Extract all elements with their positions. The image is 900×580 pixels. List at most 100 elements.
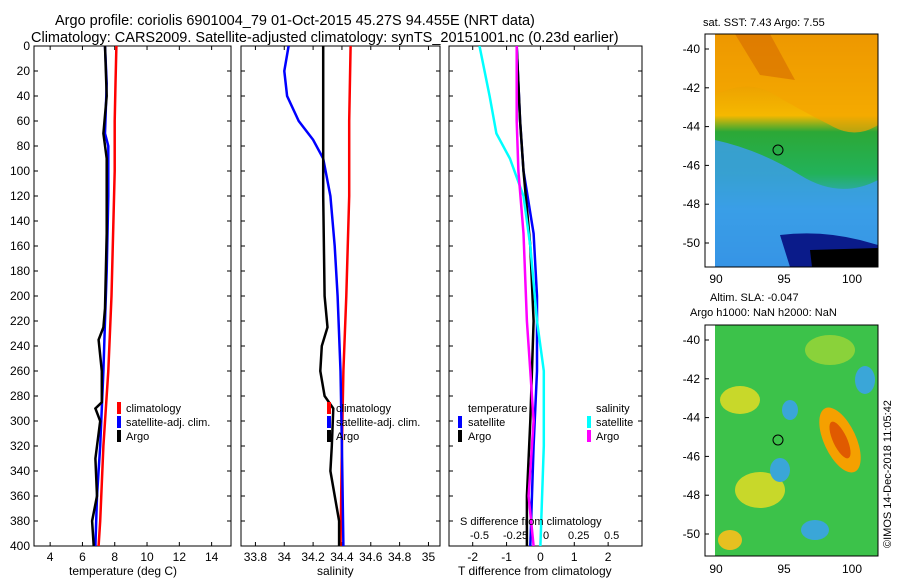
x-tick-label: 12	[173, 550, 187, 564]
depth-tick-label: 360	[10, 489, 30, 503]
legend-swatch-sat	[117, 416, 121, 428]
x-tick-label: 34.6	[359, 550, 383, 564]
depth-tick-label: 220	[10, 314, 30, 328]
map-lon-label: 95	[777, 562, 791, 576]
s-tick-label: 0	[543, 530, 549, 542]
legend-swatch-s-argo	[587, 430, 591, 442]
depth-tick-label: 100	[10, 164, 30, 178]
legend-s-sat: satellite	[596, 417, 633, 429]
argo-location-marker-sla	[772, 434, 784, 446]
sla-map-title1: Altim. SLA: -0.047	[710, 292, 799, 304]
depth-tick-label: 380	[10, 514, 30, 528]
map-lat-label: -48	[683, 197, 701, 211]
map-lat-label: -44	[683, 411, 701, 425]
legend-swatch-clim-s	[327, 402, 331, 414]
depth-tick-label: 80	[17, 139, 31, 153]
map-lat-label: -44	[683, 120, 701, 134]
depth-tick-label: 320	[10, 439, 30, 453]
temperature-legend: climatology satellite-adj. clim. Argo	[117, 402, 210, 443]
depth-tick-label: 160	[10, 239, 30, 253]
x-tick-label: 2	[605, 550, 612, 564]
depth-tick-label: 240	[10, 339, 30, 353]
x-tick-label: 6	[79, 550, 86, 564]
s-difference-label: S difference from climatology	[460, 516, 602, 528]
depth-tick-label: 400	[10, 539, 30, 553]
map-lon-label: 90	[709, 562, 723, 576]
map-lat-label: -42	[683, 81, 701, 95]
temperature-panel	[33, 45, 232, 547]
legend-swatch-clim	[117, 402, 121, 414]
temperature-xlabel: temperature (deg C)	[69, 564, 177, 578]
map-lat-label: -40	[683, 333, 701, 347]
legend-clim-s: climatology	[336, 403, 392, 415]
x-tick-label: 4	[47, 550, 54, 564]
x-tick-label: 34	[278, 550, 292, 564]
legend-clim: climatology	[126, 403, 182, 415]
depth-tick-label: 200	[10, 289, 30, 303]
sst-map-title: sat. SST: 7.43 Argo: 7.55	[703, 17, 825, 29]
legend-swatch-argo-s	[327, 430, 331, 442]
legend-swatch-sat-s	[327, 416, 331, 428]
s-tick-label: 0.5	[604, 530, 619, 542]
difference-xlabel: T difference from climatology	[458, 564, 612, 578]
sla-map-frame	[704, 324, 879, 557]
title-line2: Climatology: CARS2009. Satellite-adjuste…	[31, 30, 619, 46]
s-difference-ticks: -0.5 -0.25 0 0.25 0.5	[470, 530, 619, 542]
x-tick-label: 34.2	[301, 550, 325, 564]
legend-swatch-t-sat	[458, 416, 462, 428]
legend-sat-s: satellite-adj. clim.	[336, 417, 420, 429]
s-tick-label: 0.25	[568, 530, 589, 542]
x-tick-label: 34.4	[330, 550, 354, 564]
x-tick-label: 34.8	[388, 550, 412, 564]
series-line-t-argo	[515, 46, 535, 546]
depth-tick-label: 20	[17, 64, 31, 78]
series-line-climatology	[97, 46, 118, 546]
map-lat-label: -42	[683, 372, 701, 386]
s-tick-label: -0.25	[503, 530, 528, 542]
map-lon-label: 90	[709, 272, 723, 286]
legend-swatch-argo	[117, 430, 121, 442]
series-line-argo	[90, 46, 108, 546]
series-line-satellite-adj-clim-	[283, 46, 345, 546]
legend-swatch-s-sat	[587, 416, 591, 428]
map-lon-label: 100	[842, 562, 862, 576]
depth-tick-label: 180	[10, 264, 30, 278]
map-lat-label: -46	[683, 158, 701, 172]
x-tick-label: -2	[467, 550, 478, 564]
x-tick-label: 35	[422, 550, 436, 564]
x-tick-label: 8	[111, 550, 118, 564]
x-tick-label: 1	[571, 550, 578, 564]
legend-sat: satellite-adj. clim.	[126, 417, 210, 429]
depth-tick-label: 260	[10, 364, 30, 378]
legend-t-sat: satellite	[468, 417, 505, 429]
map-lat-label: -50	[683, 236, 701, 250]
argo-location-marker	[772, 144, 784, 156]
map-lon-label: 100	[842, 272, 862, 286]
legend-t-argo: Argo	[468, 431, 491, 443]
map-lat-label: -40	[683, 42, 701, 56]
depth-tick-label: 0	[23, 39, 30, 53]
depth-tick-label: 280	[10, 389, 30, 403]
map-lat-label: -46	[683, 449, 701, 463]
difference-legend: temperature satellite Argo salinity sate…	[458, 403, 633, 443]
legend-temperature-title: temperature	[468, 403, 527, 415]
salinity-xlabel: salinity	[317, 564, 354, 578]
depth-tick-label: 340	[10, 464, 30, 478]
x-tick-label: -1	[501, 550, 512, 564]
depth-tick-label: 120	[10, 189, 30, 203]
sla-map-title2: Argo h1000: NaN h2000: NaN	[690, 307, 837, 319]
sst-map-frame	[704, 33, 879, 268]
map-lon-label: 95	[777, 272, 791, 286]
sst-map	[705, 34, 878, 267]
legend-salinity-title: salinity	[596, 403, 630, 415]
sla-map	[705, 325, 878, 556]
depth-tick-label: 60	[17, 114, 31, 128]
map-lat-label: -48	[683, 488, 701, 502]
series-line-s-argo	[515, 46, 535, 546]
legend-argo: Argo	[126, 431, 149, 443]
x-tick-label: 0	[537, 550, 544, 564]
difference-panel	[448, 45, 643, 547]
credit-text: ©IMOS 14-Dec-2018 11:05:42	[882, 400, 894, 548]
x-tick-label: 10	[140, 550, 154, 564]
